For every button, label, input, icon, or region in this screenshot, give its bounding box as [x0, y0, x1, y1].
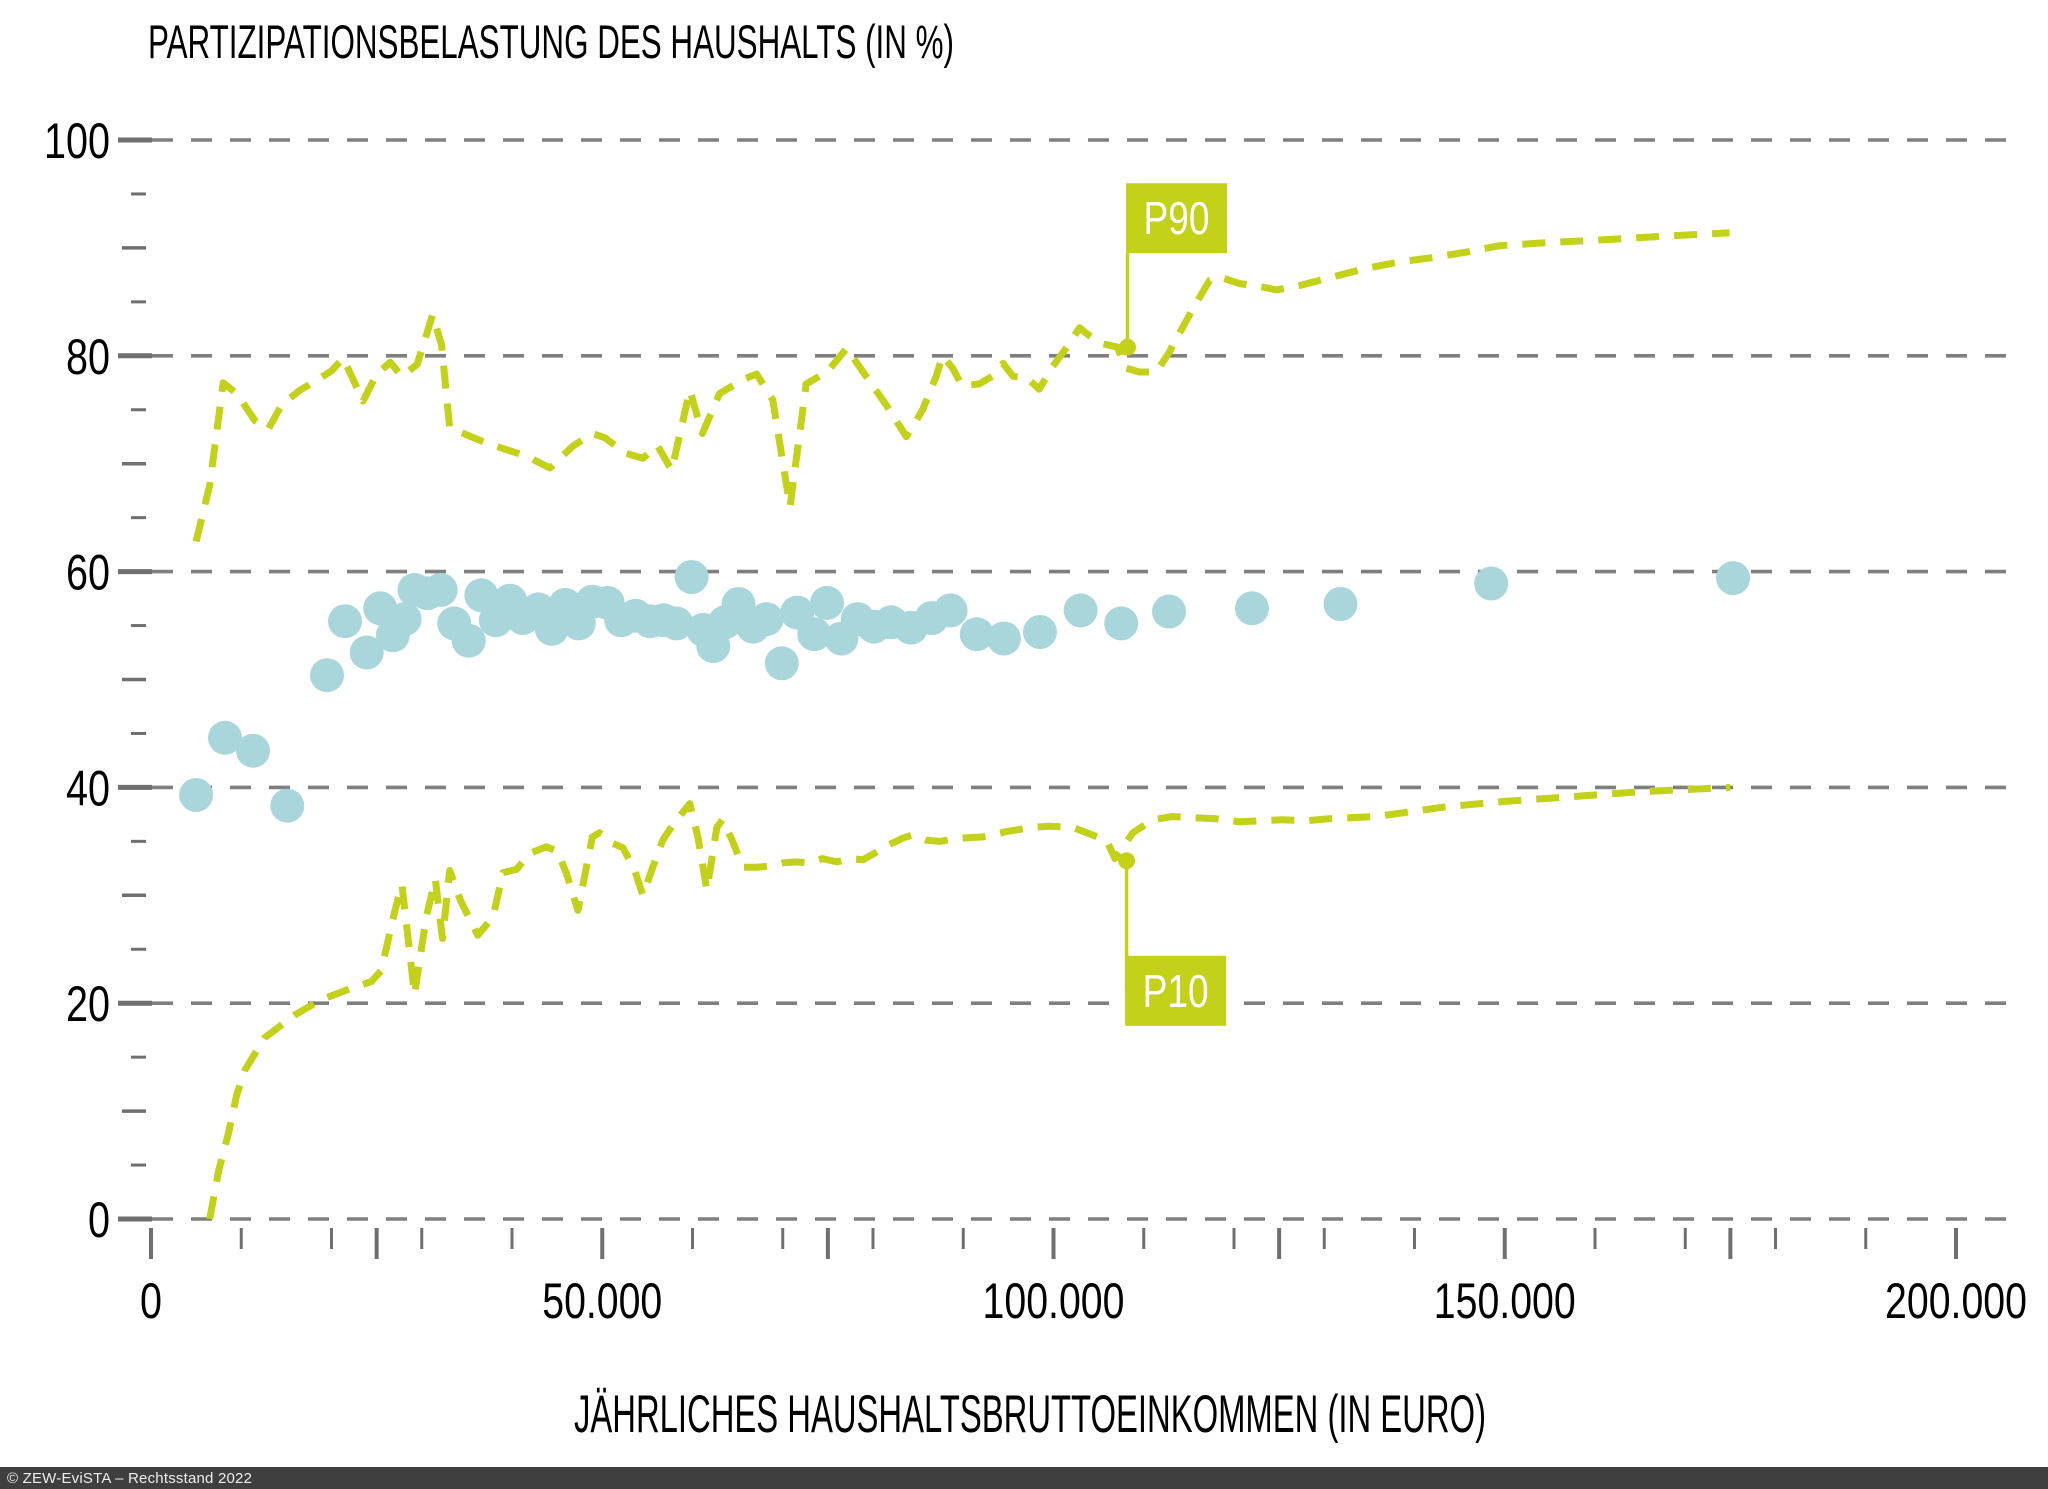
p90-flag-label: P90 [1144, 192, 1210, 244]
chart-title: PARTIZIPATIONSBELASTUNG DES HAUSHALTS (I… [148, 15, 954, 68]
scatter-dot [959, 617, 994, 652]
scatter-dot [270, 788, 305, 823]
x-tick-label: 0 [140, 1273, 162, 1329]
scatter-dot [451, 623, 486, 658]
scatter-dot [208, 720, 242, 755]
p90-flag [1126, 183, 1227, 254]
scatter-dot [749, 602, 784, 637]
x-tick-label: 50.000 [542, 1273, 662, 1329]
scatter-dot [674, 560, 709, 594]
scatter-dot [464, 578, 499, 613]
p10-flag-label: P10 [1143, 965, 1209, 1017]
scatter-dot [986, 621, 1021, 656]
scatter-dot [1474, 566, 1509, 601]
p10-line [206, 783, 1731, 1220]
scatter-dot [179, 778, 214, 812]
y-tick-label: 60 [66, 545, 110, 601]
scatter-dot [1235, 591, 1269, 626]
x-tick-label: 100.000 [983, 1273, 1125, 1329]
scatter-dot [1716, 561, 1751, 596]
x-axis-title: JÄHRLICHES HAUSHALTSBRUTTOEINKOMMEN (IN … [574, 1385, 1486, 1444]
scatter-dot [764, 646, 799, 681]
scatter-dot [310, 658, 344, 693]
x-tick-label: 150.000 [1434, 1273, 1576, 1329]
scatter-dot [1063, 593, 1098, 628]
scatter-dot [1023, 615, 1057, 649]
y-tick-label: 20 [66, 976, 110, 1032]
scatter-dot [933, 593, 968, 628]
y-tick-label: 100 [44, 113, 110, 169]
y-tick-label: 0 [88, 1192, 110, 1248]
scatter-dot [1323, 587, 1358, 621]
scatter-dot [423, 572, 458, 607]
p90-line [192, 229, 1730, 543]
scatter-dot [328, 604, 362, 639]
scatter-dot [387, 602, 422, 637]
scatter-dot [349, 635, 384, 670]
p90-anchor-dot [1119, 338, 1136, 356]
scatter-dot [1104, 606, 1139, 641]
x-tick-label: 200.000 [1885, 1273, 2027, 1329]
footer-bar: © ZEW-EviSTA – Rechtsstand 2022 [0, 1467, 2048, 1489]
scatter-dot [1152, 594, 1186, 629]
y-tick-label: 80 [66, 329, 110, 385]
p10-anchor-dot [1118, 852, 1136, 870]
p10-flag [1125, 955, 1227, 1026]
scatter-dot [810, 585, 844, 620]
scatter-dot [659, 606, 694, 641]
scatter-dot [797, 617, 832, 652]
y-tick-label: 40 [66, 760, 110, 816]
scatter-dot [236, 733, 270, 768]
footer-text: © ZEW-EviSTA – Rechtsstand 2022 [7, 1469, 253, 1487]
